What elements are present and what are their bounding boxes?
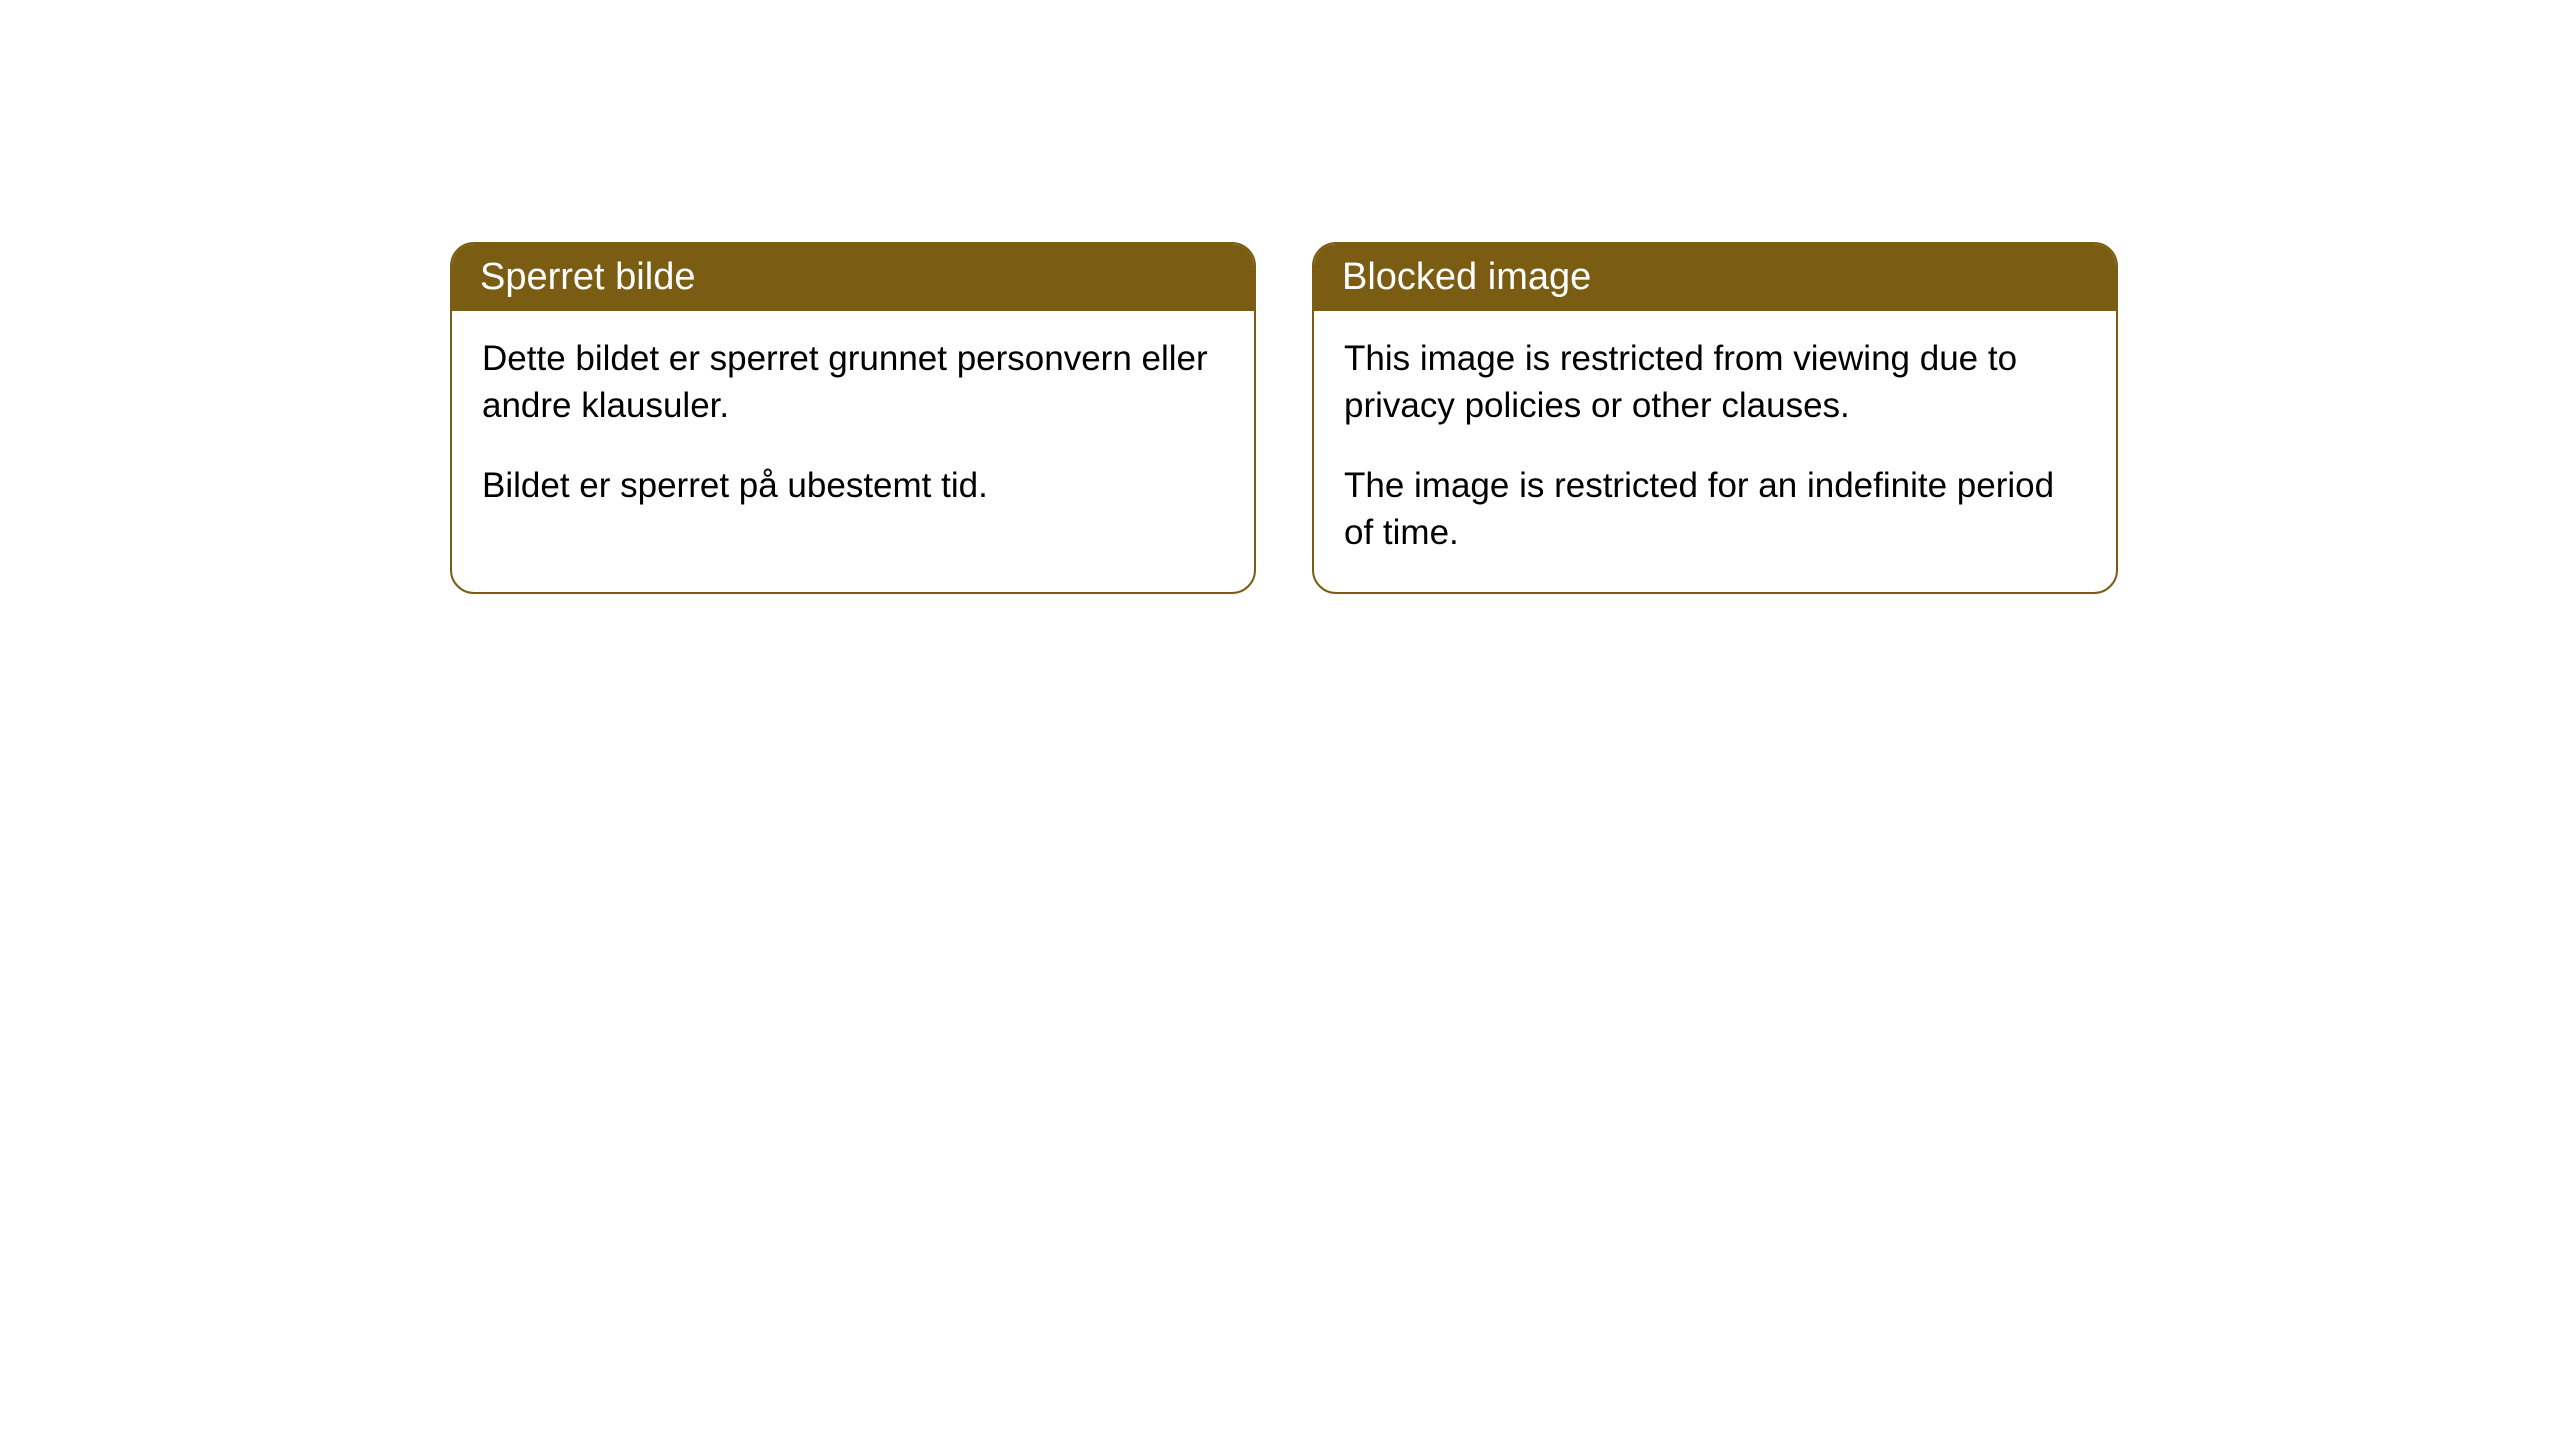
cards-container: Sperret bilde Dette bildet er sperret gr… <box>0 0 2560 594</box>
card-body: Dette bildet er sperret grunnet personve… <box>452 311 1254 545</box>
card-header: Sperret bilde <box>452 244 1254 311</box>
blocked-image-card-english: Blocked image This image is restricted f… <box>1312 242 2118 594</box>
card-paragraph-2: Bildet er sperret på ubestemt tid. <box>482 462 1224 509</box>
card-body: This image is restricted from viewing du… <box>1314 311 2116 592</box>
card-header: Blocked image <box>1314 244 2116 311</box>
card-paragraph-2: The image is restricted for an indefinit… <box>1344 462 2086 557</box>
card-paragraph-1: Dette bildet er sperret grunnet personve… <box>482 335 1224 430</box>
card-paragraph-1: This image is restricted from viewing du… <box>1344 335 2086 430</box>
blocked-image-card-norwegian: Sperret bilde Dette bildet er sperret gr… <box>450 242 1256 594</box>
